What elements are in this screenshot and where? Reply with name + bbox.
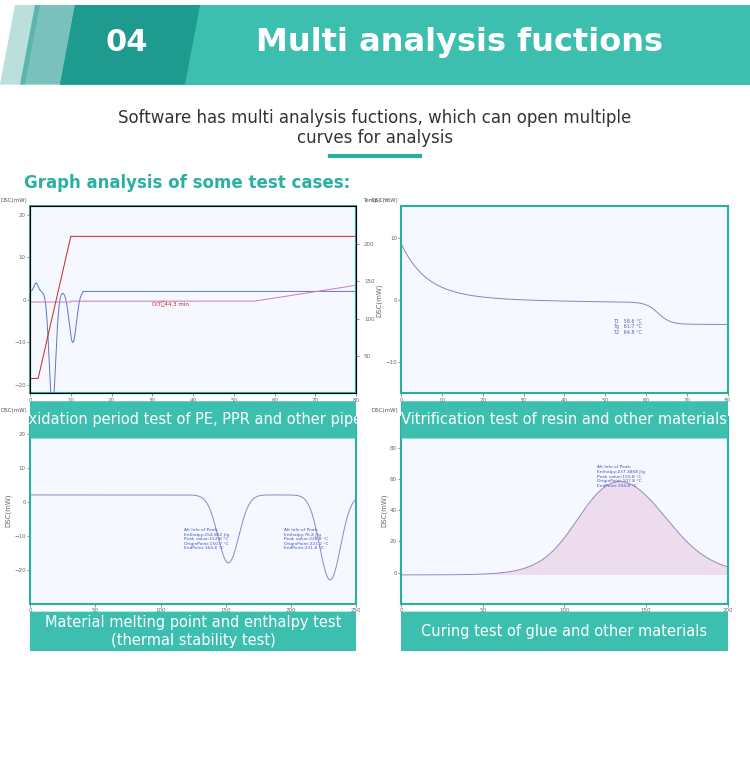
FancyBboxPatch shape (392, 401, 737, 439)
X-axis label: Time / min: Time / min (175, 405, 211, 411)
Polygon shape (20, 5, 80, 85)
Polygon shape (60, 5, 200, 85)
Text: Graph analysis of some test cases:: Graph analysis of some test cases: (24, 174, 350, 192)
Text: Curing test of glue and other materials: Curing test of glue and other materials (422, 624, 707, 639)
Text: DSC(mW): DSC(mW) (372, 408, 399, 413)
X-axis label: Temp / °C: Temp / °C (176, 615, 210, 622)
Text: 04: 04 (106, 28, 148, 58)
Text: T1   58.6 °C
Tg   61.7 °C
T2   64.8 °C: T1 58.6 °C Tg 61.7 °C T2 64.8 °C (614, 319, 642, 335)
X-axis label: Temp / °C: Temp / °C (548, 615, 581, 622)
Y-axis label: DSC(mW): DSC(mW) (5, 493, 11, 527)
Text: Alt Info of Peak:
Enthalpy:237.3868 J/g
Peak value:150.8 °C
OriginPoint:107.8 °C: Alt Info of Peak: Enthalpy:237.3868 J/g … (597, 466, 645, 488)
Text: Oxidation period test of PE, PPR and other pipes: Oxidation period test of PE, PPR and oth… (16, 412, 370, 428)
Text: Software has multi analysis fuctions, which can open multiple
curves for analysi: Software has multi analysis fuctions, wh… (118, 108, 632, 147)
Y-axis label: DSC(mW): DSC(mW) (376, 283, 382, 317)
Text: DSC(mW): DSC(mW) (1, 408, 28, 413)
FancyBboxPatch shape (392, 612, 737, 651)
Polygon shape (60, 5, 750, 85)
Text: OIT：44.3 min: OIT：44.3 min (152, 301, 189, 307)
Y-axis label: DSC(mW): DSC(mW) (381, 493, 387, 527)
Polygon shape (0, 5, 40, 85)
Text: Temp / °C: Temp / °C (363, 198, 389, 203)
Text: Material melting point and enthalpy test
(thermal stability test): Material melting point and enthalpy test… (45, 615, 341, 647)
Text: Alt Info of Peak:
Enthalpy:254.862 J/g
Peak value:152.8 °C
OriginPoint:150.7 °C
: Alt Info of Peak: Enthalpy:254.862 J/g P… (184, 528, 230, 550)
Text: Vitrification test of resin and other materials: Vitrification test of resin and other ma… (401, 412, 728, 428)
Text: DSC(mW): DSC(mW) (1, 198, 28, 203)
FancyBboxPatch shape (20, 401, 366, 439)
Text: DSC(mW): DSC(mW) (372, 198, 399, 203)
Text: Multi analysis fuctions: Multi analysis fuctions (256, 27, 664, 58)
FancyBboxPatch shape (20, 612, 366, 651)
Text: Alt Info of Peak:
Enthalpy:76.8 J/g
Peak value:228.8 °C
OriginPoint:221.2 °C
End: Alt Info of Peak: Enthalpy:76.8 J/g Peak… (284, 528, 329, 550)
